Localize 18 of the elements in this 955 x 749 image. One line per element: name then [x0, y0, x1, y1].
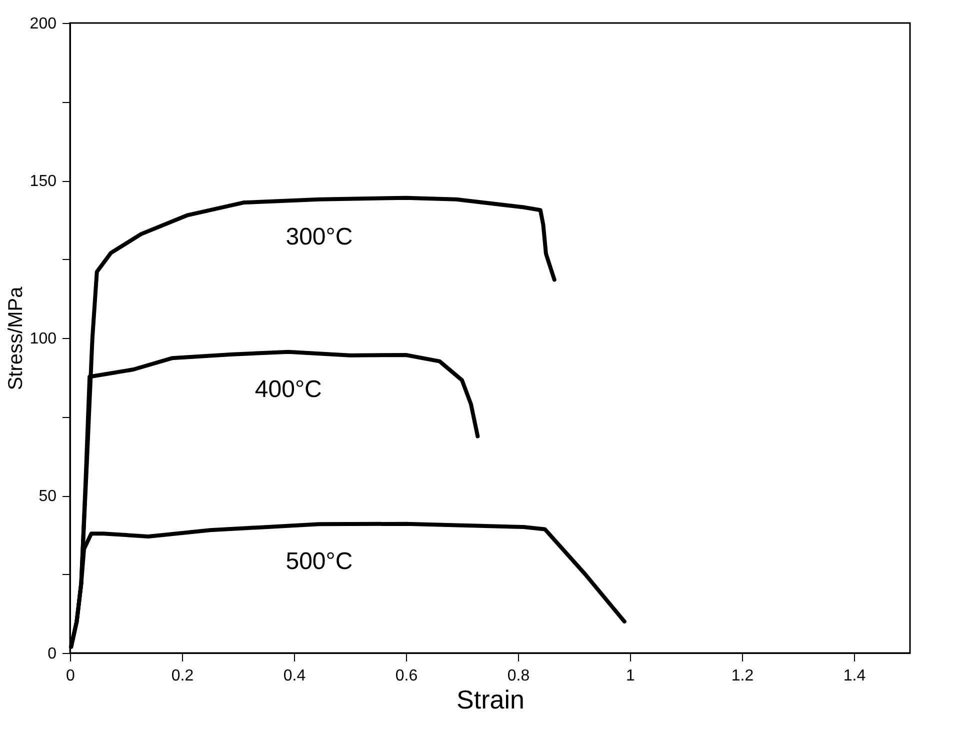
x-tick-label: 0: [66, 668, 76, 684]
y-tick-label: 200: [30, 16, 57, 32]
y-tick-label: 0: [48, 646, 57, 662]
y-tick-label: 50: [38, 488, 57, 505]
x-tick-label: 0.6: [395, 668, 418, 684]
y-tick-label: 150: [30, 173, 57, 190]
x-tick-label: 1.4: [843, 668, 866, 684]
x-tick-label: 1: [626, 668, 636, 684]
x-tick-label: 0.4: [283, 668, 306, 684]
x-tick-label: 0.8: [507, 668, 530, 684]
series-label: 400°C: [254, 376, 322, 403]
y-tick-label: 100: [30, 330, 57, 348]
x-axis-title: Strain: [456, 684, 524, 714]
x-tick-label: 1.2: [731, 668, 754, 684]
series-label: 300°C: [286, 223, 353, 250]
series-label: 500°C: [286, 548, 353, 576]
x-tick-label: 0.2: [171, 668, 194, 684]
y-axis-title: Stress/MPa: [4, 286, 27, 390]
